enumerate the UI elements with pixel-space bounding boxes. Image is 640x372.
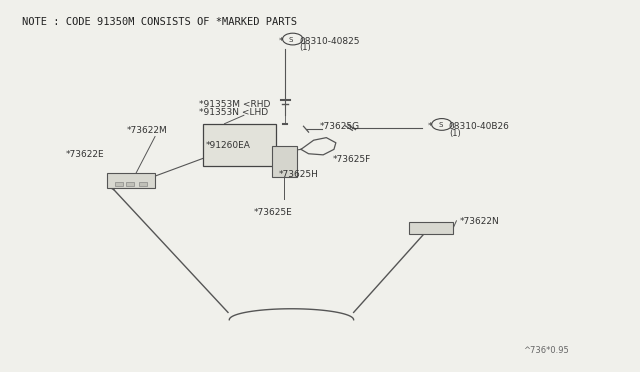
Text: *: *	[428, 122, 433, 131]
Bar	[139, 182, 147, 186]
Text: NOTE : CODE 91350M CONSISTS OF *MARKED PARTS: NOTE : CODE 91350M CONSISTS OF *MARKED P…	[22, 17, 297, 28]
Text: *91260EA: *91260EA	[206, 141, 251, 150]
Text: *91353N <LHD: *91353N <LHD	[200, 108, 269, 117]
Text: S: S	[438, 122, 442, 128]
Bar	[108, 173, 155, 188]
Text: *73622M: *73622M	[127, 126, 167, 135]
Text: (1): (1)	[300, 44, 312, 52]
Text: *73625E: *73625E	[253, 208, 292, 217]
Bar	[409, 222, 453, 234]
Bar	[273, 146, 296, 177]
Bar	[203, 124, 276, 166]
Text: *73625G: *73625G	[320, 122, 360, 131]
Text: *73625F: *73625F	[333, 155, 371, 164]
Text: *73622N: *73622N	[460, 218, 499, 227]
Text: *73625H: *73625H	[279, 170, 319, 179]
Text: S: S	[289, 36, 293, 43]
Text: 08310-40B26: 08310-40B26	[449, 122, 509, 131]
Text: (1): (1)	[449, 129, 461, 138]
Text: *73622E: *73622E	[66, 150, 105, 159]
Text: *: *	[279, 37, 284, 46]
Text: *91353M <RHD: *91353M <RHD	[200, 100, 271, 109]
Text: 08310-40825: 08310-40825	[300, 37, 360, 46]
Text: ^736*0.95: ^736*0.95	[523, 346, 569, 355]
Bar	[127, 182, 134, 186]
Bar	[115, 182, 123, 186]
